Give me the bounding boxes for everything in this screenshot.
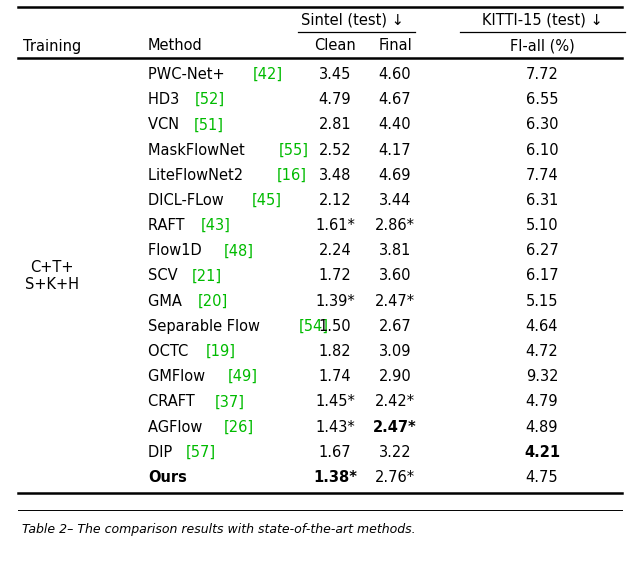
Text: Sintel (test) ↓: Sintel (test) ↓ [301,12,403,28]
Text: LiteFlowNet2: LiteFlowNet2 [148,168,248,183]
Text: C+T+
S+K+H: C+T+ S+K+H [25,260,79,292]
Text: 4.89: 4.89 [525,419,558,435]
Text: 4.72: 4.72 [525,344,558,359]
Text: [26]: [26] [224,419,254,435]
Text: VCN: VCN [148,118,184,132]
Text: GMFlow: GMFlow [148,369,210,384]
Text: 3.60: 3.60 [379,269,412,284]
Text: 4.69: 4.69 [379,168,412,183]
Text: 4.60: 4.60 [379,67,412,82]
Text: Clean: Clean [314,38,356,53]
Text: 1.45*: 1.45* [315,395,355,409]
Text: Flow1D: Flow1D [148,243,206,258]
Text: 1.50: 1.50 [319,319,351,334]
Text: 2.12: 2.12 [319,193,351,208]
Text: 4.67: 4.67 [379,92,412,108]
Text: [20]: [20] [198,294,228,309]
Text: KITTI-15 (test) ↓: KITTI-15 (test) ↓ [482,12,602,28]
Text: 3.45: 3.45 [319,67,351,82]
Text: [48]: [48] [223,243,253,258]
Text: GMA: GMA [148,294,186,309]
Text: [49]: [49] [228,369,258,384]
Text: 4.40: 4.40 [379,118,412,132]
Text: 1.82: 1.82 [319,344,351,359]
Text: Ours: Ours [148,470,187,485]
Text: 2.76*: 2.76* [375,470,415,485]
Text: [51]: [51] [194,118,224,132]
Text: [37]: [37] [214,395,244,409]
Text: Final: Final [378,38,412,53]
Text: 7.72: 7.72 [525,67,559,82]
Text: 6.10: 6.10 [525,142,558,158]
Text: [54]: [54] [298,319,328,334]
Text: [42]: [42] [253,67,283,82]
Text: Separable Flow: Separable Flow [148,319,264,334]
Text: 3.44: 3.44 [379,193,411,208]
Text: 7.74: 7.74 [525,168,558,183]
Text: 2.67: 2.67 [379,319,412,334]
Text: [52]: [52] [195,92,225,108]
Text: OCTC: OCTC [148,344,193,359]
Text: 6.27: 6.27 [525,243,558,258]
Text: PWC-Net+: PWC-Net+ [148,67,229,82]
Text: 4.79: 4.79 [525,395,558,409]
Text: SCV: SCV [148,269,182,284]
Text: 4.64: 4.64 [525,319,558,334]
Text: MaskFlowNet: MaskFlowNet [148,142,250,158]
Text: 4.17: 4.17 [379,142,412,158]
Text: 3.22: 3.22 [379,445,412,460]
Text: 4.21: 4.21 [524,445,560,460]
Text: Table 2– The comparison results with state-of-the-art methods.: Table 2– The comparison results with sta… [22,524,415,537]
Text: 2.24: 2.24 [319,243,351,258]
Text: Method: Method [148,38,203,53]
Text: 4.75: 4.75 [525,470,558,485]
Text: 2.47*: 2.47* [373,419,417,435]
Text: 2.52: 2.52 [319,142,351,158]
Text: 5.10: 5.10 [525,218,558,233]
Text: DICL-FLow: DICL-FLow [148,193,228,208]
Text: 2.42*: 2.42* [375,395,415,409]
Text: [45]: [45] [252,193,282,208]
Text: AGFlow: AGFlow [148,419,207,435]
Text: [57]: [57] [185,445,216,460]
Text: 3.09: 3.09 [379,344,412,359]
Text: [19]: [19] [206,344,236,359]
Text: Training: Training [23,38,81,53]
Text: 6.31: 6.31 [526,193,558,208]
Text: 2.86*: 2.86* [375,218,415,233]
Text: [16]: [16] [276,168,307,183]
Text: 1.67: 1.67 [319,445,351,460]
Text: 3.48: 3.48 [319,168,351,183]
Text: Fl-all (%): Fl-all (%) [509,38,574,53]
Text: 1.39*: 1.39* [315,294,355,309]
Text: HD3: HD3 [148,92,184,108]
Text: [21]: [21] [192,269,222,284]
Text: 1.72: 1.72 [319,269,351,284]
Text: 2.47*: 2.47* [375,294,415,309]
Text: CRAFT: CRAFT [148,395,200,409]
Text: 1.38*: 1.38* [313,470,357,485]
Text: 4.79: 4.79 [319,92,351,108]
Text: 1.43*: 1.43* [315,419,355,435]
Text: 3.81: 3.81 [379,243,411,258]
Text: 9.32: 9.32 [525,369,558,384]
Text: [55]: [55] [279,142,309,158]
Text: 6.17: 6.17 [525,269,558,284]
Text: 5.15: 5.15 [525,294,558,309]
Text: 2.81: 2.81 [319,118,351,132]
Text: [43]: [43] [201,218,231,233]
Text: 1.74: 1.74 [319,369,351,384]
Text: 2.90: 2.90 [379,369,412,384]
Text: DIP: DIP [148,445,177,460]
Text: 6.55: 6.55 [525,92,558,108]
Text: 6.30: 6.30 [525,118,558,132]
Text: RAFT: RAFT [148,218,189,233]
Text: 1.61*: 1.61* [315,218,355,233]
